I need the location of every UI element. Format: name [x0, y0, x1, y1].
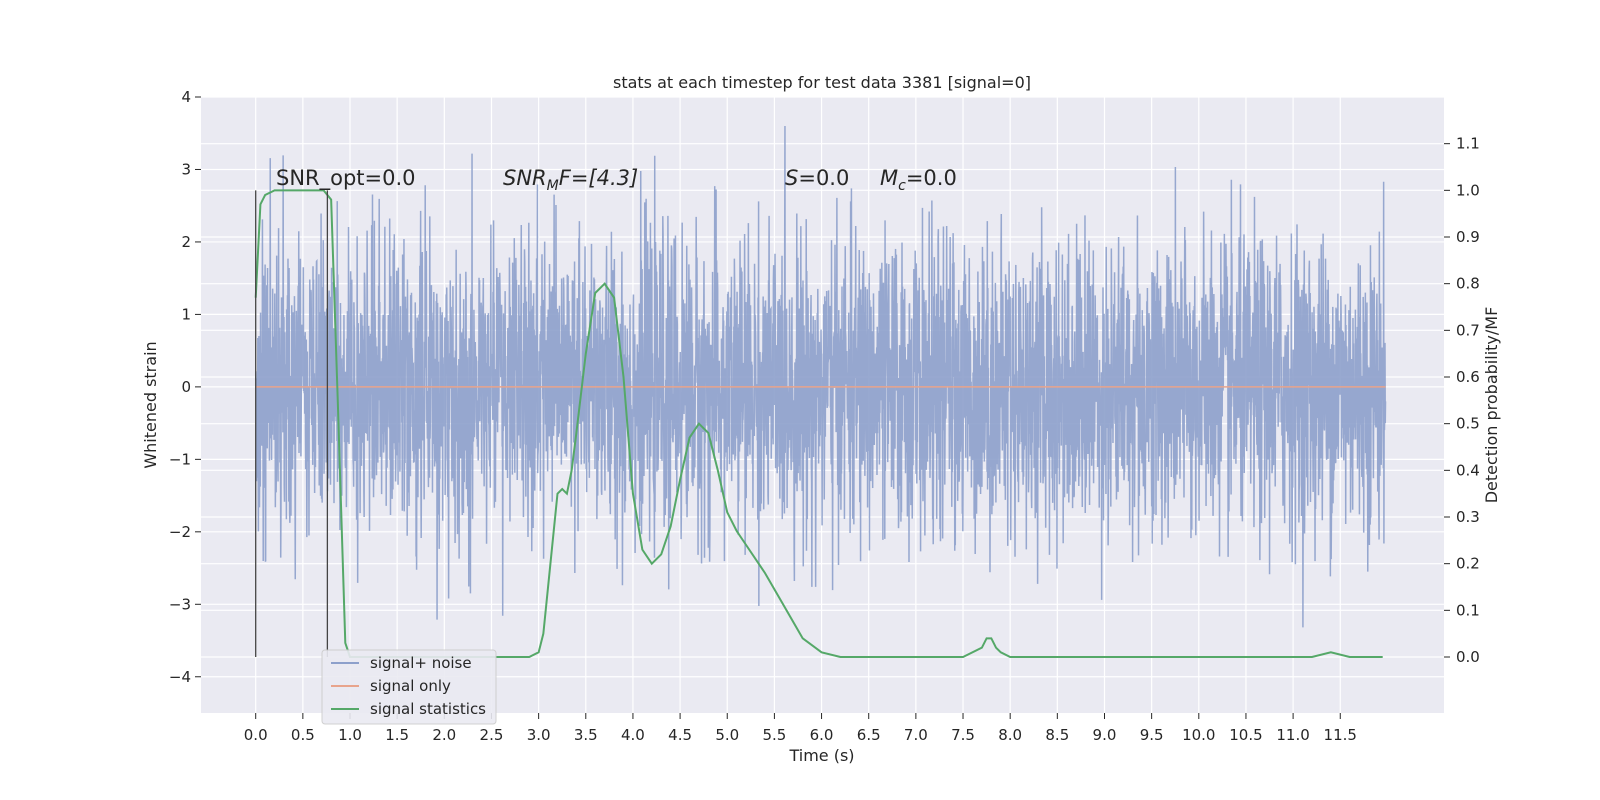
y-axis-ticks: 4 3 2 1 0 −1 −2 −3 −4 [169, 88, 201, 686]
y-tick-label: 3 [181, 160, 191, 178]
x-tick-label: 0.0 [244, 726, 268, 744]
x-tick-label: 11.0 [1276, 726, 1309, 744]
x-tick-label: 2.5 [480, 726, 504, 744]
y2-tick-label: 0.2 [1456, 555, 1480, 573]
x-tick-label: 11.5 [1324, 726, 1357, 744]
vertical-markers [255, 190, 329, 657]
x-tick-label: 3.5 [574, 726, 598, 744]
x-tick-label: 3.0 [527, 726, 551, 744]
y2-tick-label: 0.9 [1456, 228, 1480, 246]
y-tick-label: 2 [181, 233, 191, 251]
x-tick-label: 9.5 [1140, 726, 1164, 744]
x-tick-label: 4.5 [668, 726, 692, 744]
x-tick-label: 10.5 [1229, 726, 1262, 744]
x-axis-label: Time (s) [788, 746, 854, 765]
annotation-main: M [880, 166, 898, 190]
x-tick-label: 8.5 [1045, 726, 1069, 744]
x-tick-label: 4.0 [621, 726, 645, 744]
legend-label-signal-plus-noise: signal+ noise [370, 654, 472, 672]
x-tick-label: 1.0 [338, 726, 362, 744]
y2-tick-label: 0.1 [1456, 601, 1480, 619]
y2-tick-label: 1.0 [1456, 181, 1480, 199]
x-tick-label: 5.0 [715, 726, 739, 744]
legend-label-signal-statistics: signal statistics [370, 700, 486, 718]
y2-tick-label: 0.0 [1456, 648, 1480, 666]
x-tick-label: 1.5 [385, 726, 409, 744]
annotation-snr-opt: SNR_opt=0.0 [276, 166, 416, 191]
y2-tick-label: 0.4 [1456, 461, 1480, 479]
y2-axis-label: Detection probability/MF [1482, 307, 1501, 504]
x-tick-label: 0.5 [291, 726, 315, 744]
y-tick-label: −4 [169, 668, 191, 686]
legend: signal+ noise signal only signal statist… [321, 649, 497, 725]
x-tick-label: 7.5 [951, 726, 975, 744]
legend-label-signal-only: signal only [370, 677, 451, 695]
y2-axis-ticks: 1.1 1.0 0.9 0.8 0.7 0.6 0.5 0.4 0.3 0.2 0.1 0.0 [1444, 135, 1480, 666]
y2-tick-label: 0.7 [1456, 321, 1480, 339]
y-tick-label: −1 [169, 450, 191, 468]
x-tick-label: 2.0 [432, 726, 456, 744]
y2-tick-label: 0.8 [1456, 275, 1480, 293]
y2-tick-label: 0.6 [1456, 368, 1480, 386]
y-tick-label: 1 [181, 305, 191, 323]
annotation-tail: =0.0 [906, 166, 957, 190]
annotation-snr-mf: SNRMF=[4.3] [503, 166, 638, 194]
annotation-main: S [785, 166, 798, 190]
x-tick-label: 8.0 [998, 726, 1022, 744]
annotations: SNR_opt=0.0 SNRMF=[4.3] S=0.0 Mc=0.0 [276, 166, 957, 194]
x-tick-label: 6.5 [857, 726, 881, 744]
x-tick-label: 6.0 [810, 726, 834, 744]
annotation-subscript: M [547, 178, 559, 194]
y-tick-label: −3 [169, 595, 191, 613]
annotation-mc: Mc=0.0 [880, 166, 957, 194]
legend-box [321, 649, 497, 725]
x-tick-label: 7.0 [904, 726, 928, 744]
y2-tick-label: 0.5 [1456, 415, 1480, 433]
annotation-main: SNR [503, 166, 547, 190]
x-tick-label: 5.5 [762, 726, 786, 744]
y-tick-label: 4 [181, 88, 191, 106]
x-tick-label: 9.0 [1093, 726, 1117, 744]
chart-title: stats at each timestep for test data 338… [613, 73, 1031, 92]
y-tick-label: −2 [169, 523, 191, 541]
annotation-main: SNR_opt=0.0 [276, 166, 416, 191]
x-axis-ticks: 0.0 0.5 1.0 1.5 2.0 2.5 3.0 3.5 4.0 4.5 5.0 5.5 6.0 6… [244, 713, 1357, 744]
x-tick-label: 10.0 [1182, 726, 1215, 744]
y2-tick-label: 0.3 [1456, 508, 1480, 526]
y-axis-label: Whitened strain [141, 341, 160, 468]
y2-tick-label: 1.1 [1456, 135, 1480, 153]
annotation-s: S=0.0 [785, 166, 849, 190]
annotation-tail: F=[4.3] [559, 166, 638, 190]
annotation-subscript: c [898, 178, 906, 194]
y-tick-label: 0 [181, 378, 191, 396]
annotation-tail: =0.0 [798, 166, 849, 190]
